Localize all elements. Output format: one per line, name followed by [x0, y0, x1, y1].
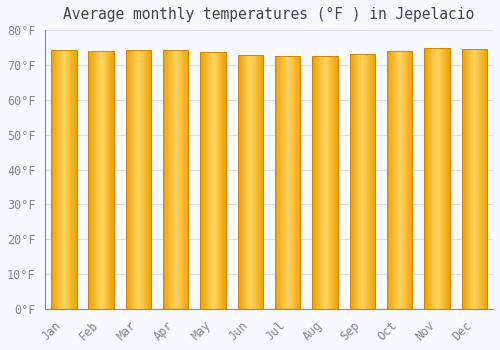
Bar	[126, 50, 151, 309]
Bar	[275, 56, 300, 309]
Bar	[387, 51, 412, 309]
Title: Average monthly temperatures (°F ) in Jepelacio: Average monthly temperatures (°F ) in Je…	[64, 7, 474, 22]
Bar	[312, 56, 338, 309]
Bar	[88, 51, 114, 309]
Bar	[424, 48, 450, 309]
Bar	[238, 55, 263, 309]
Bar	[163, 50, 188, 309]
Bar	[51, 50, 76, 309]
Bar	[462, 49, 487, 309]
Bar	[200, 52, 226, 309]
Bar	[350, 55, 375, 309]
